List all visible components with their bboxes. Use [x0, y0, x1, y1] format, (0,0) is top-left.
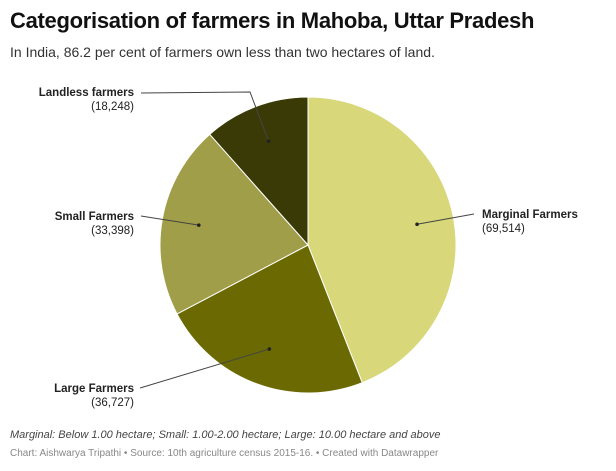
slice-label-name: Landless farmers — [39, 87, 134, 99]
slice-label-value: (69,514) — [482, 223, 525, 235]
label-dot — [267, 347, 272, 351]
slice-label: Marginal Farmers (69,514) — [482, 209, 578, 235]
slice-label: Small Farmers (33,398) — [55, 211, 134, 237]
slice-label: Landless farmers (18,248) — [39, 87, 134, 113]
label-dot — [415, 222, 419, 227]
label-dot — [266, 139, 271, 144]
label-leader-line — [140, 91, 270, 142]
slice-label-value: (33,398) — [91, 225, 134, 237]
slice-label-name: Small Farmers — [55, 211, 134, 223]
chart-subtitle: In India, 86.2 per cent of farmers own l… — [10, 44, 435, 60]
chart-title: Categorisation of farmers in Mahoba, Utt… — [10, 8, 535, 33]
slice-label: Large Farmers (36,727) — [54, 383, 134, 409]
label-dot — [196, 223, 201, 227]
label-leader-line — [139, 348, 270, 389]
slice-label-name: Marginal Farmers — [482, 209, 578, 221]
chart-source: Chart: Aishwarya Tripathi • Source: 10th… — [10, 448, 439, 459]
pie-slice-large-farmers — [176, 244, 363, 394]
slice-label-name: Large Farmers — [54, 383, 134, 395]
label-leader-line — [140, 215, 199, 226]
chart-note: Marginal: Below 1.00 hectare; Small: 1.0… — [10, 429, 441, 441]
slice-label-value: (36,727) — [91, 397, 134, 409]
slice-label-value: (18,248) — [91, 101, 134, 113]
pie-slice-small-farmers — [159, 133, 309, 315]
label-leader-line — [416, 213, 475, 225]
